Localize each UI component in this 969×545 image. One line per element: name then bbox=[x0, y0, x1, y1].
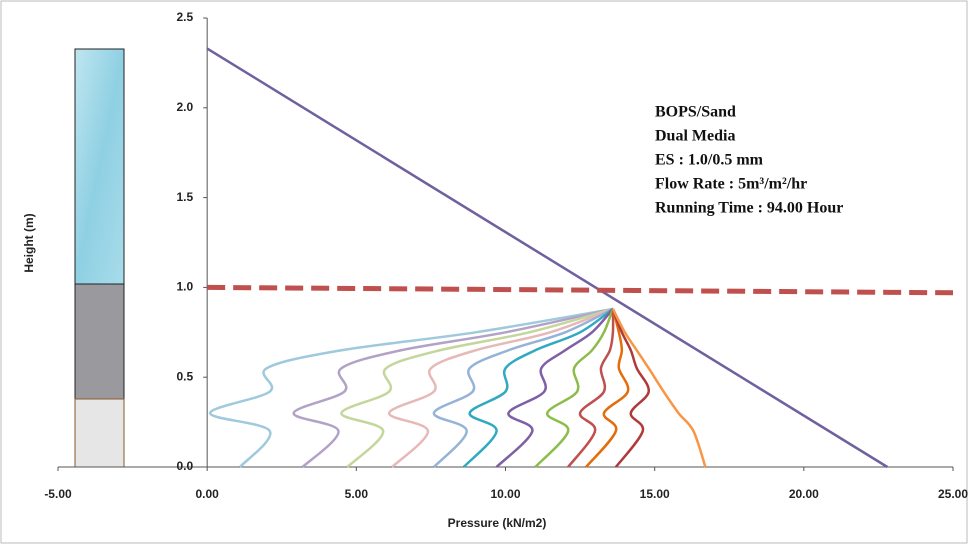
series-line bbox=[611, 308, 707, 468]
y-tick-label: 2.5 bbox=[176, 10, 193, 24]
y-tick-label: 1.0 bbox=[176, 280, 193, 294]
series-line bbox=[340, 307, 614, 468]
series-line bbox=[611, 308, 650, 468]
x-tick-label: 20.00 bbox=[789, 487, 819, 501]
y-tick-label: 1.5 bbox=[176, 190, 193, 204]
series-line bbox=[206, 47, 889, 469]
series-line bbox=[292, 307, 614, 468]
series-line bbox=[495, 308, 614, 468]
x-tick-label: 15.00 bbox=[640, 487, 670, 501]
series-line bbox=[207, 284, 954, 296]
series-line bbox=[432, 307, 614, 468]
series-line bbox=[208, 307, 614, 468]
series-line bbox=[462, 307, 614, 468]
annotation: ES : 1.0/0.5 mm bbox=[655, 152, 764, 169]
x-tick-label: 25.00 bbox=[938, 487, 968, 501]
x-tick-label: 0.00 bbox=[195, 487, 219, 501]
x-tick-label: -5.00 bbox=[44, 487, 72, 501]
annotation: Flow Rate : 5m³/m²/hr bbox=[655, 176, 807, 193]
sand-layer bbox=[74, 398, 125, 468]
series-line bbox=[387, 307, 614, 468]
y-tick-label: 0.0 bbox=[176, 459, 193, 473]
series-line bbox=[534, 308, 615, 468]
annotation: Running Time : 94.00 Hour bbox=[655, 200, 843, 217]
annotation: Dual Media bbox=[655, 128, 735, 145]
x-tick-label: 10.00 bbox=[490, 487, 520, 501]
annotation: BOPS/Sand bbox=[655, 104, 736, 121]
bops-layer bbox=[74, 283, 125, 400]
y-tick-label: 2.0 bbox=[176, 100, 193, 114]
series-line bbox=[567, 308, 615, 468]
x-axis-label: Pressure (kN/m2) bbox=[448, 516, 547, 530]
y-axis-label: Height (m) bbox=[22, 213, 36, 272]
x-tick-label: 5.00 bbox=[345, 487, 369, 501]
water-layer bbox=[74, 48, 125, 285]
y-tick-label: 0.5 bbox=[176, 369, 193, 383]
series-line bbox=[585, 308, 630, 468]
